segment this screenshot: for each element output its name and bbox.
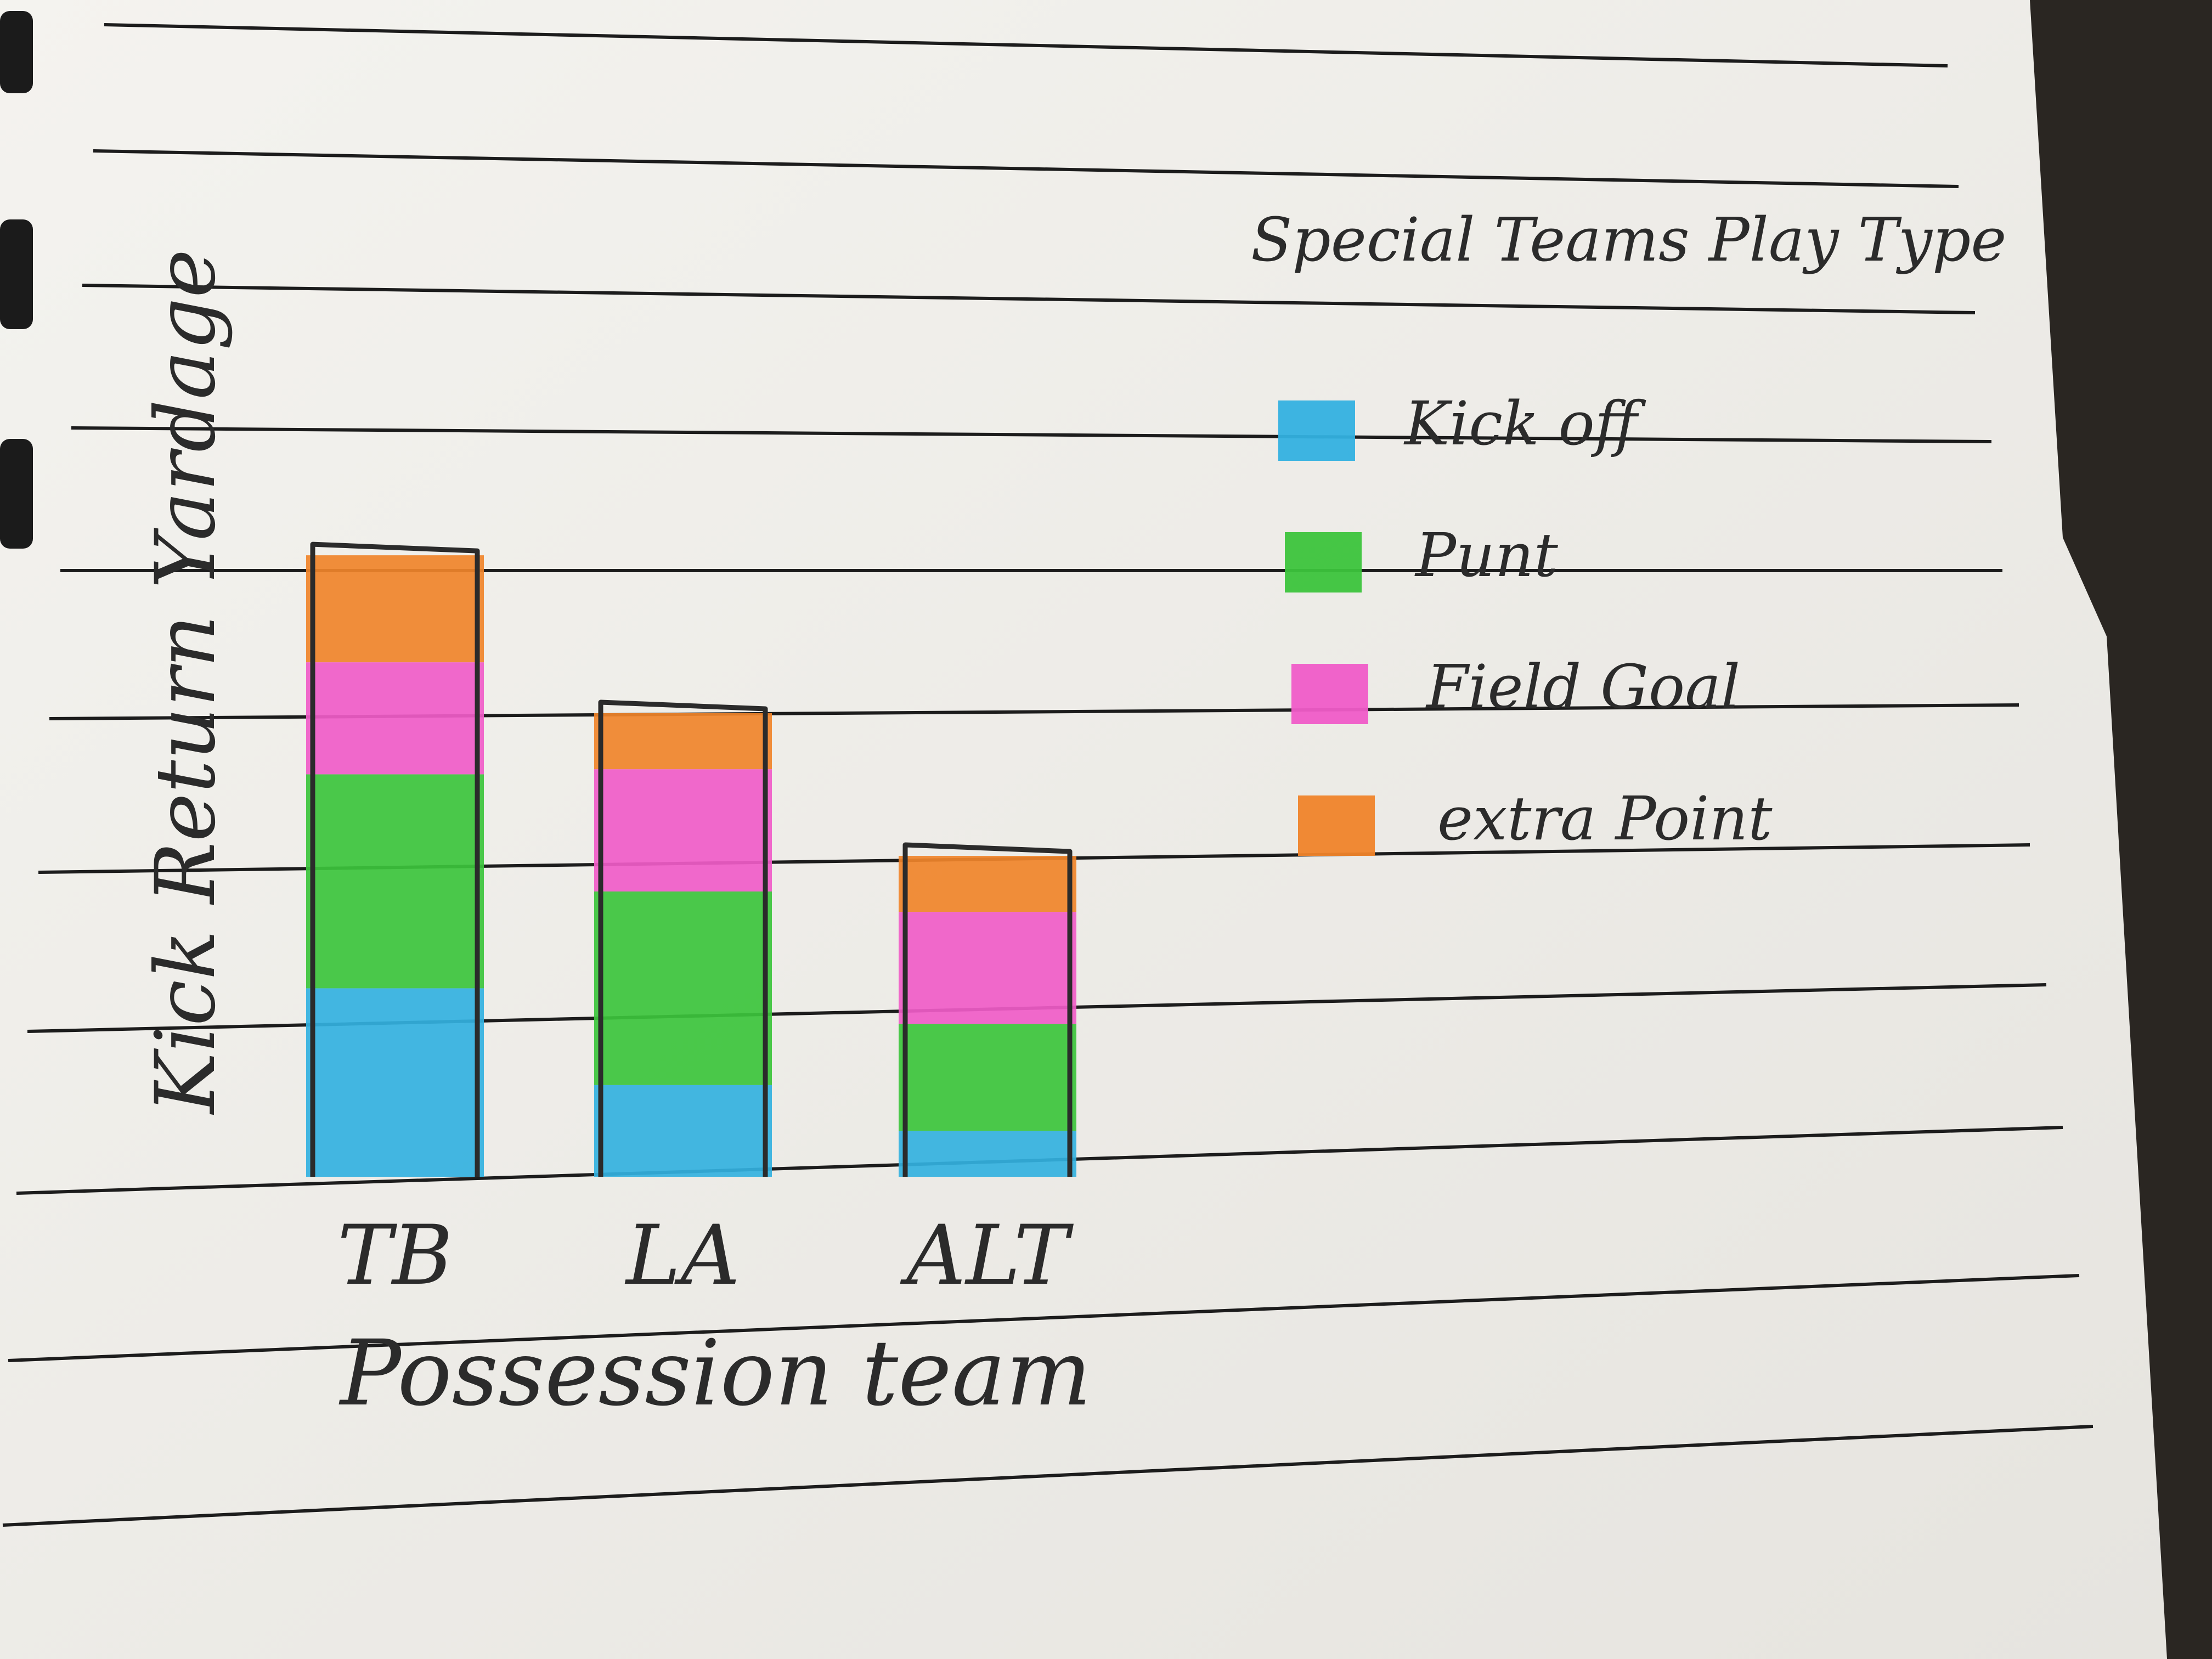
legend-label: extra Point [1437, 783, 1773, 854]
legend-label: Punt [1414, 520, 1559, 590]
bar-segment-extra-point [899, 856, 1076, 912]
bar-outline [310, 541, 480, 1177]
legend-items: Kick off Punt Field Goal extra Point [1278, 388, 1773, 856]
binding-rings [0, 11, 33, 549]
paper-sheet [0, 0, 2167, 1659]
bars-layer [306, 541, 1076, 1177]
legend-swatch [1298, 795, 1375, 856]
bar-outline [902, 842, 1073, 1177]
x-tick-label: TB [337, 1208, 453, 1304]
bar-segment-punt [899, 1024, 1076, 1131]
bar-segment-extra-point [594, 713, 772, 770]
ruled-line [104, 23, 1948, 67]
bar-segment-field-goal [594, 769, 772, 891]
x-axis-title: Possession team [338, 1321, 1092, 1426]
bar-segment-field-goal [306, 662, 484, 775]
ruled-line [93, 149, 1959, 188]
bar-segment-punt [306, 774, 484, 989]
ruled-line [2, 1425, 2094, 1527]
bar-segment-kick-off [899, 1131, 1076, 1177]
y-axis-title: Kick Return Yardage [138, 249, 234, 1115]
x-tick-labels: TB LA ALT [337, 1208, 1074, 1304]
x-tick-label: LA [624, 1208, 740, 1304]
ruled-line [82, 284, 1976, 314]
bar-segment-field-goal [899, 912, 1076, 1024]
bar-segment-extra-point [306, 555, 484, 663]
legend-label: Kick off [1403, 388, 1646, 459]
bar-outline [598, 699, 768, 1177]
legend-swatch [1291, 664, 1368, 724]
bar-segment-kick-off [306, 988, 484, 1177]
bar-segment-kick-off [594, 1085, 772, 1177]
legend-title: Special Teams Play Type [1251, 205, 2007, 275]
ruled-line [71, 426, 1992, 443]
legend-swatch [1285, 532, 1362, 592]
ruled-line [8, 1274, 2080, 1362]
legend-label: Field Goal [1425, 652, 1740, 722]
legend-swatch [1278, 400, 1355, 461]
x-tick-label: ALT [900, 1208, 1074, 1304]
bar-segment-punt [594, 891, 772, 1085]
legend: Special Teams Play Type Kick off Punt Fiel… [1251, 205, 2007, 856]
